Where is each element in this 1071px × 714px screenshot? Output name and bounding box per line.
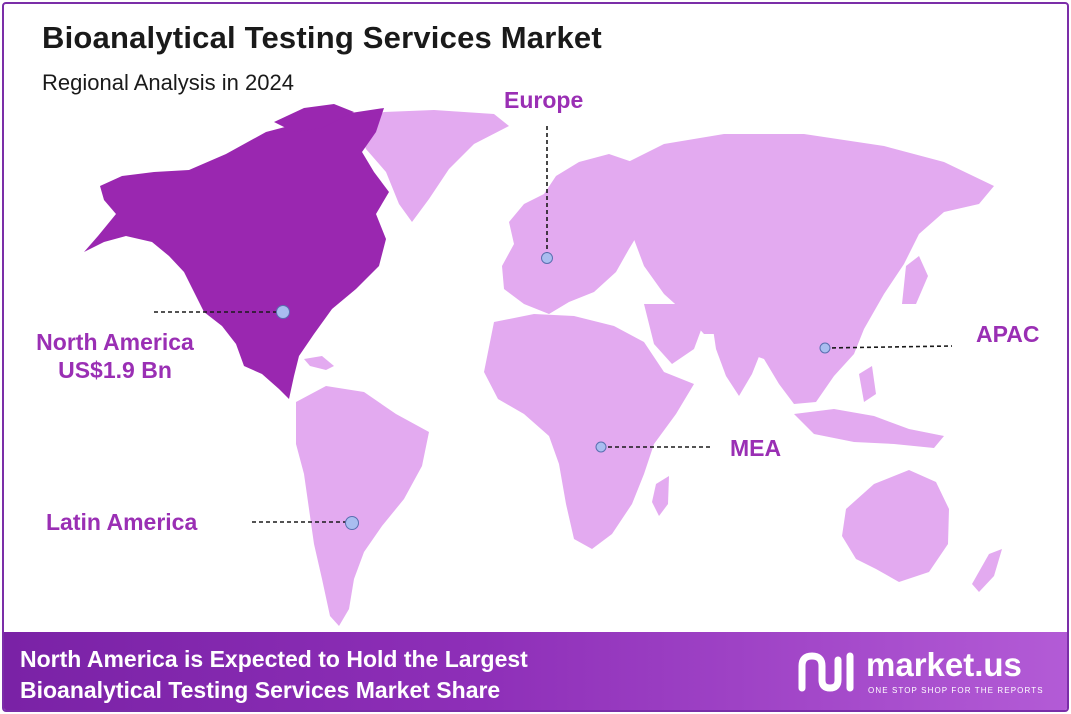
north-america-value: US$1.9 Bn [58,357,172,383]
asia-shape [624,134,994,404]
footer-banner: North America is Expected to Hold the La… [4,632,1067,710]
madagascar-shape [652,476,669,516]
mea-label: MEA [730,435,782,461]
europe-marker [541,252,553,264]
japan-shape [902,256,928,304]
south-america-shape [296,386,429,626]
europe-shape [502,154,654,314]
indonesia-shape [794,409,944,448]
philippines-shape [859,366,876,402]
market-us-logo-icon [798,652,854,692]
apac-label: APAC [976,321,1040,347]
world-map [84,104,1002,626]
new-zealand-shape [972,549,1002,592]
page-title: Bioanalytical Testing Services Market [42,20,602,55]
market-us-brand[interactable]: market.us ONE STOP SHOP FOR THE REPORTS [796,646,1056,698]
australia-shape [842,470,949,582]
mea-marker [595,441,607,453]
europe-label: Europe [504,87,584,113]
apac-marker [819,342,831,354]
north-america-label: North America [36,329,194,355]
footer-line-1: North America is Expected to Hold the La… [20,646,528,672]
africa-shape [484,314,694,549]
apac-leader-line [824,345,953,349]
brand-name: market.us [866,646,1022,683]
latin-america-marker [345,516,359,530]
india-shape [712,322,764,396]
arctic-islands-shape [274,104,354,132]
greenland-shape [356,110,509,222]
footer-line-2: Bioanalytical Testing Services Market Sh… [20,677,501,703]
latin-america-label: Latin America [46,509,198,535]
caribbean-shape [304,356,334,370]
arabia-shape [644,304,704,364]
north-america-shape [84,108,389,399]
footer-message: North America is Expected to Hold the La… [20,644,528,706]
brand-tagline: ONE STOP SHOP FOR THE REPORTS [868,686,1044,695]
scandinavia-shape [549,162,604,222]
north-america-marker [276,305,290,319]
page-subtitle: Regional Analysis in 2024 [42,70,294,95]
north-america-label-group: North America US$1.9 Bn [20,328,210,384]
